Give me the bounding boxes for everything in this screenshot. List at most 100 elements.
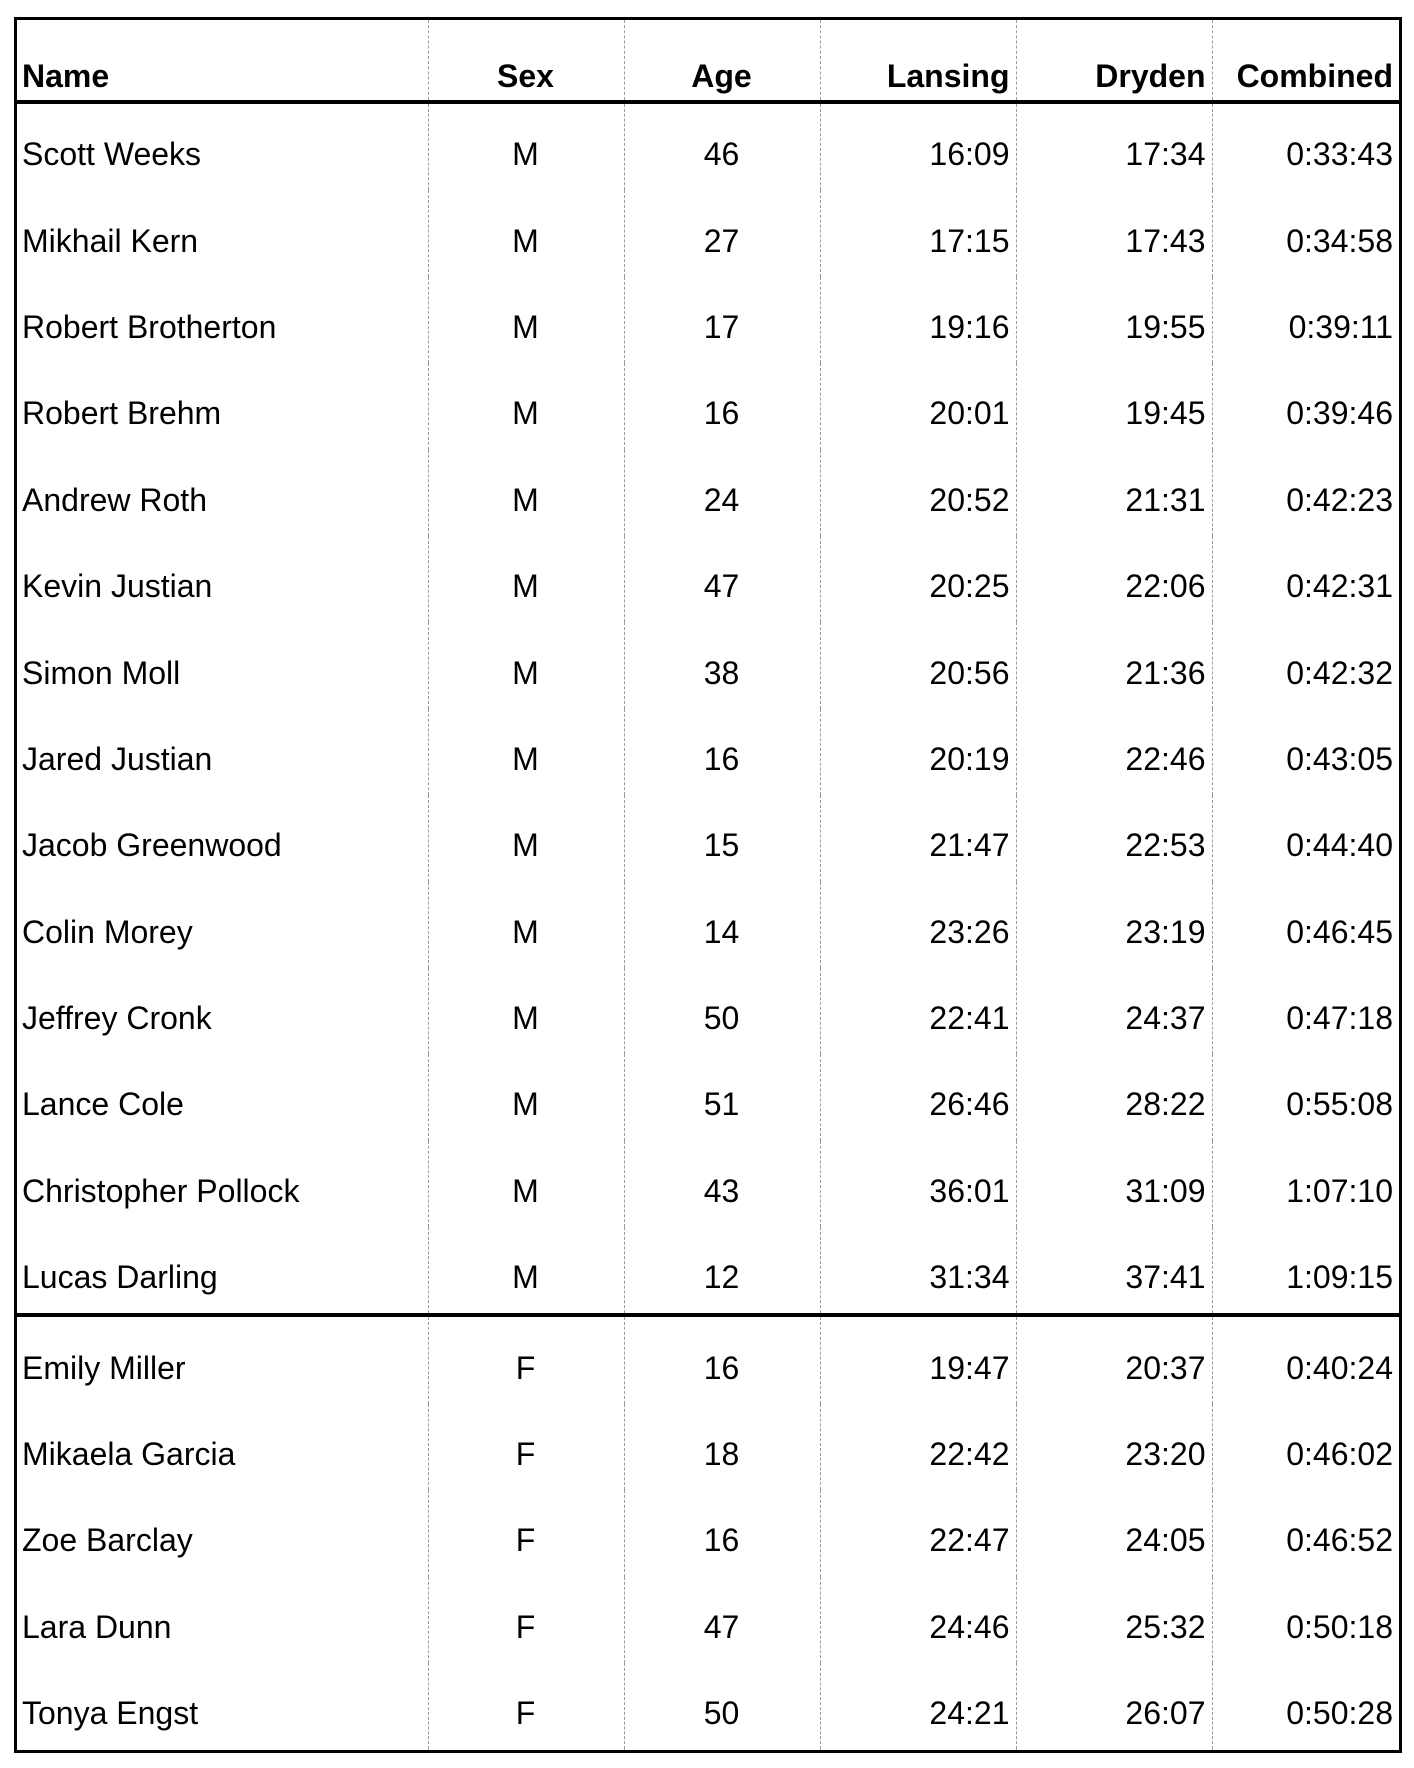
cell-age: 50 — [624, 1663, 821, 1750]
cell-name: Mikaela Garcia — [17, 1403, 429, 1491]
cell-age: 43 — [624, 1140, 821, 1228]
cell-sex: M — [428, 708, 625, 796]
cell-name: Mikhail Kern — [17, 190, 429, 277]
cell-dryden: 24:37 — [1016, 967, 1213, 1055]
table-row: Emily Miller F 16 19:47 20:37 0:40:24 — [17, 1313, 1399, 1404]
cell-lansing: 23:26 — [820, 881, 1017, 968]
table-row: Simon Moll M 38 20:56 21:36 0:42:32 — [17, 622, 1399, 709]
cell-sex: M — [428, 363, 625, 450]
cell-combined: 1:09:15 — [1286, 1259, 1393, 1296]
table-row: Scott Weeks M 46 16:09 17:34 0:33:43 — [17, 102, 1399, 191]
cell-dryden: 17:43 — [1016, 190, 1213, 277]
table-row: Jacob Greenwood M 15 21:47 22:53 0:44:40 — [17, 795, 1399, 882]
cell-combined: 0:33:43 — [1286, 136, 1393, 173]
cell-sex: F — [428, 1576, 625, 1664]
cell-sex: M — [428, 795, 625, 882]
cell-name: Jared Justian — [17, 708, 429, 796]
cell-name: Jeffrey Cronk — [17, 967, 429, 1055]
cell-name: Robert Brotherton — [17, 276, 429, 364]
cell-age: 16 — [624, 1313, 821, 1404]
header-age: Age — [624, 20, 821, 104]
cell-dryden: 21:36 — [1016, 622, 1213, 709]
table-row: Christopher Pollock M 43 36:01 31:09 1:07:10 — [17, 1140, 1399, 1228]
cell-lansing: 20:56 — [820, 622, 1017, 709]
cell-lansing: 24:46 — [820, 1576, 1017, 1664]
cell-sex: M — [428, 535, 625, 623]
cell-sex: M — [428, 1054, 625, 1141]
table-row: Sophia DarlingF4324:5725:480:50:45 — [17, 1749, 1399, 1750]
cell-age: 18 — [624, 1403, 821, 1491]
cell-dryden: 37:41 — [1016, 1227, 1213, 1316]
male-results: Scott Weeks M 46 16:09 17:34 0:33:43 Mikhail K… — [17, 102, 1399, 1316]
cell-dryden: 26:07 — [1016, 1663, 1213, 1750]
header-sex: Sex — [428, 20, 625, 104]
cell-combined: 0:47:18 — [1286, 1000, 1393, 1037]
cell-lansing: 22:42 — [820, 1403, 1017, 1491]
cell-lansing: 36:01 — [820, 1140, 1017, 1228]
cell-age: 16 — [624, 708, 821, 796]
cell-age: 17 — [624, 276, 821, 364]
cell-sex: F — [428, 1663, 625, 1750]
cell-lansing: 22:41 — [820, 967, 1017, 1055]
cell-dryden: 22:53 — [1016, 795, 1213, 882]
cell-dryden: 22:06 — [1016, 535, 1213, 623]
cell-sex: F — [428, 1403, 625, 1491]
table-row: Mikhail Kern M 27 17:15 17:43 0:34:58 — [17, 190, 1399, 277]
table-row: Lara Dunn F 47 24:46 25:32 0:50:18 — [17, 1576, 1399, 1664]
table-row: Andrew Roth M 24 20:52 21:31 0:42:23 — [17, 449, 1399, 536]
cell-dryden: 23:19 — [1016, 881, 1213, 968]
cell-sex: F — [428, 1313, 625, 1404]
cell-lansing: 17:15 — [820, 190, 1017, 277]
header-lansing: Lansing — [820, 20, 1017, 104]
table-row: Colin Morey M 14 23:26 23:19 0:46:45 — [17, 881, 1399, 968]
cell-dryden: 19:45 — [1016, 363, 1213, 450]
cell-dryden: 23:20 — [1016, 1403, 1213, 1491]
cell-name: Andrew Roth — [17, 449, 429, 536]
cell-dryden: 21:31 — [1016, 449, 1213, 536]
cell-age: 46 — [624, 102, 821, 191]
cell-sex: M — [428, 449, 625, 536]
cell-age: 16 — [624, 363, 821, 450]
cell-name: Colin Morey — [17, 881, 429, 968]
table-row: Lucas Darling M 12 31:34 37:41 1:09:15 — [17, 1227, 1399, 1316]
cell-name: Emily Miller — [17, 1313, 429, 1404]
cell-lansing: 20:19 — [820, 708, 1017, 796]
cell-lansing: 26:46 — [820, 1054, 1017, 1141]
cell-name: Zoe Barclay — [17, 1490, 429, 1577]
cell-name: Lance Cole — [17, 1054, 429, 1141]
table-row: Lance Cole M 51 26:46 28:22 0:55:08 — [17, 1054, 1399, 1141]
table-row: Zoe Barclay F 16 22:47 24:05 0:46:52 — [17, 1490, 1399, 1577]
female-results: Emily Miller F 16 19:47 20:37 0:40:24 Mikaela … — [17, 1313, 1399, 1750]
cell-combined: 0:42:23 — [1286, 481, 1393, 518]
cell-lansing: 22:47 — [820, 1490, 1017, 1577]
cell-dryden: 25:48 — [1016, 1749, 1213, 1750]
cell-lansing: 20:52 — [820, 449, 1017, 536]
cell-age: 27 — [624, 190, 821, 277]
cell-age: 47 — [624, 535, 821, 623]
cell-combined: 0:39:11 — [1288, 308, 1393, 345]
cell-combined: 0:46:02 — [1286, 1436, 1393, 1473]
cell-sex: F — [428, 1490, 625, 1577]
cell-name: Kevin Justian — [17, 535, 429, 623]
cell-combined: 0:43:05 — [1286, 740, 1393, 777]
cell-dryden: 31:09 — [1016, 1140, 1213, 1228]
cell-age: 50 — [624, 967, 821, 1055]
cell-sex: M — [428, 1140, 625, 1228]
cell-sex: M — [428, 881, 625, 968]
cell-combined: 0:50:18 — [1286, 1608, 1393, 1645]
cell-lansing: 24:57 — [820, 1749, 1017, 1750]
table-row: Jeffrey Cronk M 50 22:41 24:37 0:47:18 — [17, 967, 1399, 1055]
cell-lansing: 19:16 — [820, 276, 1017, 364]
cell-combined: 0:50:28 — [1286, 1695, 1393, 1732]
cell-dryden: 22:46 — [1016, 708, 1213, 796]
table-row: Kevin Justian M 47 20:25 22:06 0:42:31 — [17, 535, 1399, 623]
cell-age: 14 — [624, 881, 821, 968]
cell-name: Lara Dunn — [17, 1576, 429, 1664]
cell-dryden: 25:32 — [1016, 1576, 1213, 1664]
cell-combined: 1:07:10 — [1286, 1172, 1393, 1209]
table-row: Tonya Engst F 50 24:21 26:07 0:50:28 — [17, 1663, 1399, 1750]
cell-lansing: 16:09 — [820, 102, 1017, 191]
cell-combined: 0:46:45 — [1286, 913, 1393, 950]
cell-lansing: 20:25 — [820, 535, 1017, 623]
cell-sex: M — [428, 276, 625, 364]
